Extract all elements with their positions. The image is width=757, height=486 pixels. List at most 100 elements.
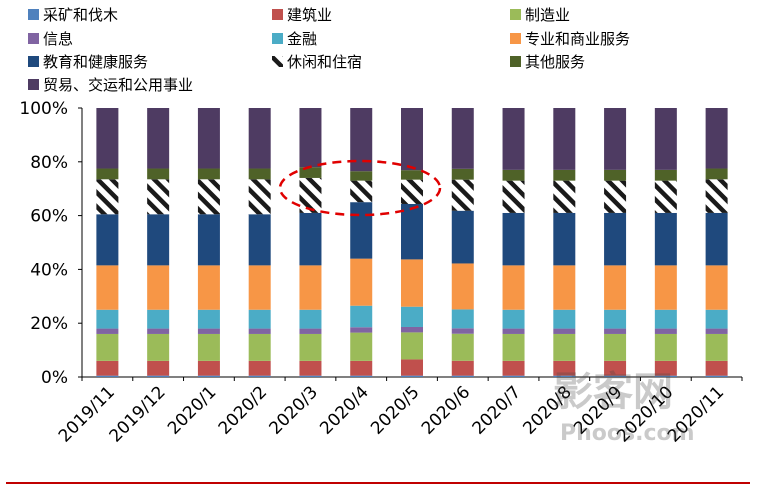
bar-segment-2020-11-s3 <box>705 328 728 334</box>
watermark: 影客网 Phoos.com <box>553 369 695 446</box>
bar-segment-2020-3-s7 <box>299 177 322 213</box>
bar-segment-2020-10-s0 <box>654 375 677 377</box>
bar-segment-2019-12-s7 <box>147 179 170 215</box>
bar-segment-2020-8-s8 <box>553 169 576 181</box>
bar-segment-2020-9-s6 <box>604 212 627 266</box>
x-tick-label-3: 2020/2 <box>215 382 271 438</box>
bar-segment-2020-8-s2 <box>553 333 576 361</box>
bar-segment-2020-2-s3 <box>248 328 271 334</box>
bar-segment-2020-11-s2 <box>705 333 728 361</box>
legend-swatch-5 <box>510 33 521 44</box>
bar-segment-2020-1-s8 <box>197 168 220 180</box>
bar-segment-2020-7-s0 <box>502 375 525 377</box>
bar-segment-2020-3-s3 <box>299 328 322 334</box>
bar-segment-2020-9-s8 <box>604 169 627 181</box>
legend-swatch-8 <box>510 56 521 67</box>
bar-segment-2020-7-s6 <box>502 212 525 266</box>
bar-segment-2020-4-s4 <box>350 305 373 328</box>
bar-segment-2019-12-s6 <box>147 214 170 266</box>
bar-segment-2020-8-s7 <box>553 180 576 213</box>
bar-segment-2020-10-s5 <box>654 265 677 310</box>
y-tick-label-1: 20% <box>30 314 68 334</box>
bar-segment-2020-11-s7 <box>705 179 728 213</box>
bar-segment-2020-7-s2 <box>502 333 525 361</box>
bar-segment-2019-11-s7 <box>96 179 119 215</box>
legend-swatch-0 <box>28 9 39 20</box>
legend-swatch-6 <box>28 56 39 67</box>
bar-segment-2020-3-s6 <box>299 212 322 266</box>
bar-segment-2020-9-s9 <box>604 108 627 170</box>
legend-label-6: 教育和健康服务 <box>43 53 148 71</box>
bar-segment-2020-7-s3 <box>502 328 525 334</box>
bar-segment-2020-4-s0 <box>350 375 373 377</box>
bar-segment-2020-8-s3 <box>553 328 576 334</box>
legend-swatch-7 <box>272 56 283 67</box>
bar-segment-2020-8-s5 <box>553 265 576 310</box>
bar-segment-2020-1-s3 <box>197 328 220 334</box>
bar-segment-2020-5-s6 <box>401 203 423 260</box>
bar-segment-2020-8-s0 <box>553 375 576 377</box>
bar-segment-2020-10-s9 <box>654 108 677 170</box>
legend-label-0: 采矿和伐木 <box>43 6 118 24</box>
bar-segment-2019-12-s8 <box>147 168 170 180</box>
bar-segment-2020-2-s5 <box>248 265 271 310</box>
bar-segment-2020-4-s8 <box>350 171 373 181</box>
y-tick-label-2: 40% <box>30 260 68 280</box>
bar-segment-2019-12-s1 <box>147 360 170 376</box>
legend-swatch-4 <box>272 33 283 44</box>
bar-segment-2019-12-s5 <box>147 265 170 310</box>
bar-segment-2020-1-s0 <box>197 375 220 377</box>
bar-segment-2020-2-s2 <box>248 333 271 361</box>
bar-segment-2020-1-s7 <box>197 179 220 215</box>
x-tick-label-6: 2020/5 <box>367 382 423 438</box>
y-tick-label-3: 60% <box>30 207 68 227</box>
bar-segment-2020-6-s2 <box>451 333 474 361</box>
legend-label-8: 其他服务 <box>525 53 585 71</box>
bar-segment-2020-10-s2 <box>654 333 677 361</box>
bar-segment-2020-5-s8 <box>401 170 423 180</box>
bar-segment-2020-6-s1 <box>451 360 474 376</box>
bar-segment-2020-5-s7 <box>401 179 423 204</box>
bar-segment-2020-1-s4 <box>197 309 220 329</box>
bar-segment-2020-11-s1 <box>705 360 728 376</box>
bar-segment-2019-12-s3 <box>147 328 170 334</box>
bar-segment-2020-2-s4 <box>248 309 271 329</box>
bar-segment-2019-12-s0 <box>147 375 170 377</box>
bar-segment-2020-1-s6 <box>197 214 220 266</box>
legend-label-9: 贸易、交运和公用事业 <box>43 76 193 94</box>
bar-segment-2020-7-s1 <box>502 360 525 376</box>
bar-segment-2020-10-s8 <box>654 169 677 181</box>
legend-swatch-9 <box>28 79 39 90</box>
bar-segment-2020-7-s9 <box>502 108 525 170</box>
bar-segment-2019-11-s0 <box>96 375 119 377</box>
legend-label-4: 金融 <box>287 30 317 48</box>
bar-segment-2020-6-s5 <box>451 263 474 310</box>
x-tick-label-1: 2019/12 <box>106 382 170 446</box>
bar-segment-2020-11-s6 <box>705 212 728 266</box>
x-tick-label-5: 2020/4 <box>316 382 372 438</box>
y-tick-label-5: 100% <box>19 99 68 119</box>
bar-segment-2020-11-s4 <box>705 309 728 329</box>
bar-segment-2020-7-s8 <box>502 169 525 181</box>
bar-segment-2020-4-s3 <box>350 327 373 333</box>
legend-label-5: 专业和商业服务 <box>525 30 630 48</box>
bar-segment-2020-1-s5 <box>197 265 220 310</box>
bar-segment-2019-11-s9 <box>96 108 119 169</box>
bar-segment-2020-9-s0 <box>604 375 627 377</box>
bar-segment-2020-6-s0 <box>451 375 474 377</box>
bar-segment-2019-11-s4 <box>96 309 119 329</box>
bar-segment-2020-4-s2 <box>350 332 373 361</box>
bar-segment-2020-7-s5 <box>502 265 525 310</box>
bar-segment-2019-12-s4 <box>147 309 170 329</box>
bar-segment-2020-9-s7 <box>604 180 627 213</box>
bar-segment-2020-1-s9 <box>197 108 220 169</box>
bar-segment-2020-2-s7 <box>248 179 271 215</box>
bar-segment-2020-5-s5 <box>401 259 423 307</box>
bar-segment-2019-12-s2 <box>147 333 170 361</box>
bar-segment-2020-10-s7 <box>654 180 677 213</box>
bar-segment-2020-6-s8 <box>451 168 474 180</box>
legend-swatch-3 <box>28 33 39 44</box>
bar-segment-2020-3-s2 <box>299 333 322 361</box>
bar-segment-2020-4-s9 <box>350 108 373 172</box>
